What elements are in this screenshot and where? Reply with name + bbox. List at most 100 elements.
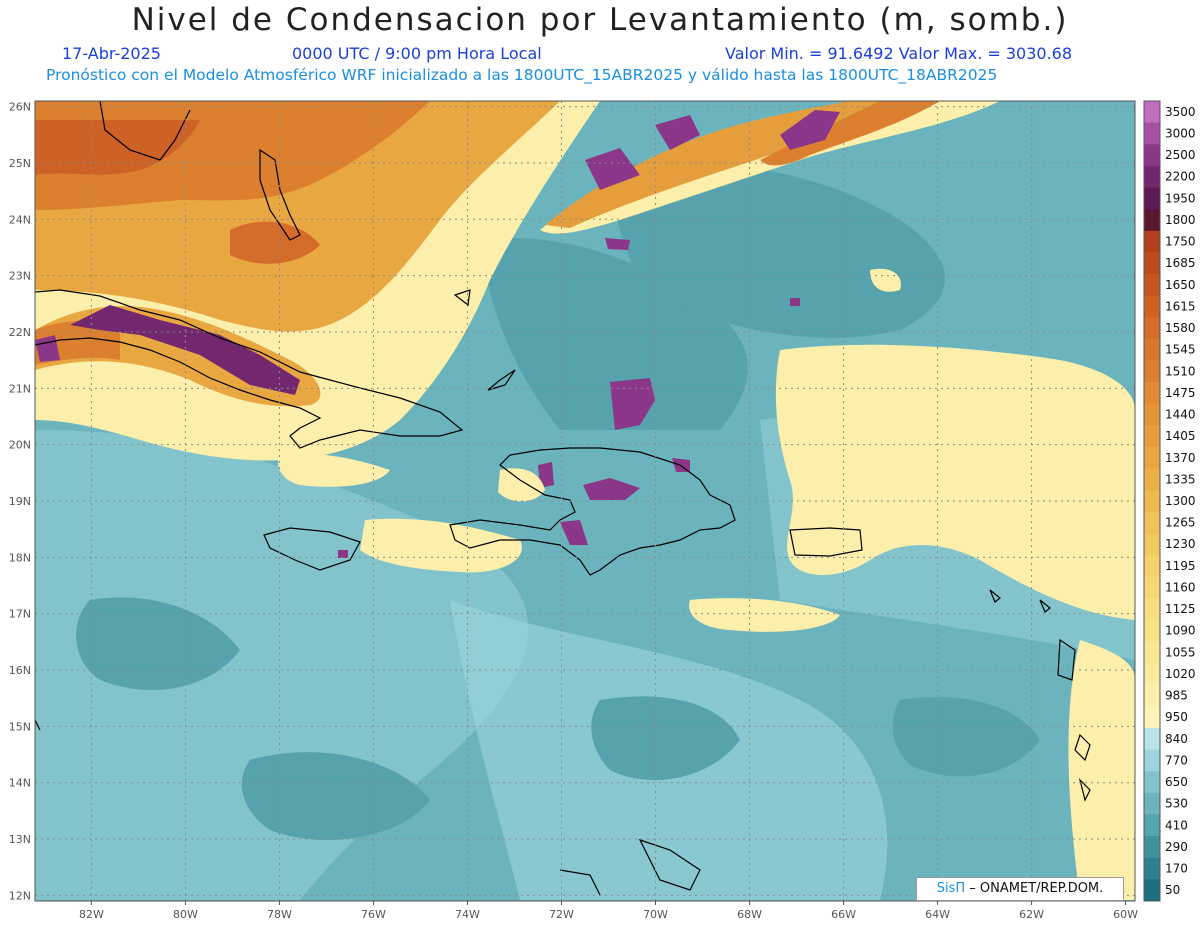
colorbar-swatch xyxy=(1144,598,1160,621)
model-description: Pronóstico con el Modelo Atmosférico WRF… xyxy=(46,66,998,84)
colorbar-label: 650 xyxy=(1165,775,1188,789)
colorbar-swatch xyxy=(1144,425,1160,448)
colorbar-swatch xyxy=(1144,641,1160,664)
colorbar-swatch xyxy=(1144,576,1160,599)
colorbar-label: 290 xyxy=(1165,840,1188,854)
longitude-tick-label: 66W xyxy=(831,908,856,921)
latitude-tick-label: 21N xyxy=(9,382,31,395)
colorbar-swatch xyxy=(1144,101,1160,124)
colorbar-label: 3000 xyxy=(1165,126,1196,140)
coastlines xyxy=(35,101,1091,896)
colorbar-swatch xyxy=(1144,338,1160,361)
colorbar-swatch xyxy=(1144,295,1160,318)
colorbar-swatch xyxy=(1144,792,1160,816)
longitude-tick-label: 82W xyxy=(79,908,104,921)
credit-text: – ONAMET/REP.DOM. xyxy=(969,881,1104,896)
credit-box: SisΠ – ONAMET/REP.DOM. xyxy=(916,877,1124,901)
colorbar-label: 1090 xyxy=(1165,624,1196,638)
colorbar-swatch xyxy=(1144,684,1160,707)
longitude-ticks: 82W 80W 78W 76W 74W 72W 70W 68W 66W 64W 62W 60W xyxy=(79,901,1138,921)
longitude-tick-label: 76W xyxy=(361,908,386,921)
colorbar-swatch xyxy=(1144,706,1160,729)
colorbar-label: 840 xyxy=(1165,732,1188,746)
colorbar-swatch xyxy=(1144,814,1160,837)
map-frame xyxy=(34,100,1136,902)
value-range: Valor Min. = 91.6492 Valor Max. = 3030.6… xyxy=(725,44,1073,63)
colorbar-swatch xyxy=(1144,857,1160,880)
map-title: Nivel de Condensacion por Levantamiento … xyxy=(131,2,1069,38)
colorbar-label: 1370 xyxy=(1165,451,1196,465)
colorbar-swatch xyxy=(1144,187,1160,210)
colorbar-label: 1335 xyxy=(1165,472,1196,486)
colorbar-swatch xyxy=(1144,771,1160,794)
latitude-tick-label: 12N xyxy=(9,889,31,902)
colorbar-label: 2500 xyxy=(1165,148,1196,162)
latitude-tick-label: 20N xyxy=(9,439,31,452)
colorbar-label: 530 xyxy=(1165,797,1188,811)
colorbar-swatch xyxy=(1144,165,1160,188)
colorbar-label: 1475 xyxy=(1165,386,1196,400)
longitude-tick-label: 74W xyxy=(455,908,480,921)
latitude-tick-label: 22N xyxy=(9,326,31,339)
colorbar-label: 1160 xyxy=(1165,580,1196,594)
colorbar-label: 1950 xyxy=(1165,191,1196,205)
colorbar-label: 1265 xyxy=(1165,516,1196,530)
colorbar-label: 1650 xyxy=(1165,278,1196,292)
colorbar-swatch xyxy=(1144,533,1160,556)
colorbar-swatch xyxy=(1144,511,1160,534)
longitude-tick-label: 60W xyxy=(1113,908,1138,921)
latitude-tick-label: 26N xyxy=(9,101,31,114)
colorbar-swatch xyxy=(1144,230,1160,253)
colorbar-label: 985 xyxy=(1165,689,1188,703)
colorbar-swatch xyxy=(1144,749,1160,772)
latitude-ticks: 12N 13N 14N 15N 16N 17N 18N 19N 20N 21N 22N 23N 24N 2… xyxy=(9,101,31,903)
colorbar-label: 1405 xyxy=(1165,429,1196,443)
colorbar-label: 50 xyxy=(1165,883,1180,897)
longitude-tick-label: 70W xyxy=(643,908,668,921)
colorbar-swatch xyxy=(1144,360,1160,383)
colorbar-swatch xyxy=(1144,555,1160,578)
colorbar-swatch xyxy=(1144,468,1160,491)
colorbar-label: 1580 xyxy=(1165,321,1196,335)
colorbar-frame xyxy=(1143,100,1161,902)
colorbar-label: 1230 xyxy=(1165,537,1196,551)
colorbar: 3500 3000 2500 2200 1950 1800 1750 1685 1650 1615… xyxy=(1143,100,1196,902)
colorbar-swatch xyxy=(1144,209,1160,232)
colorbar-label: 1615 xyxy=(1165,299,1196,313)
credit-brand: SisΠ xyxy=(936,881,966,896)
colorbar-label: 3500 xyxy=(1165,105,1196,119)
map-field xyxy=(35,101,1135,901)
colorbar-label: 950 xyxy=(1165,710,1188,724)
colorbar-swatch xyxy=(1144,317,1160,340)
longitude-tick-label: 62W xyxy=(1019,908,1044,921)
colorbar-swatch xyxy=(1144,879,1160,902)
colorbar-label: 1300 xyxy=(1165,494,1196,508)
latitude-tick-label: 23N xyxy=(9,270,31,283)
colorbar-label: 1195 xyxy=(1165,559,1196,573)
colorbar-swatch xyxy=(1144,144,1160,167)
colorbar-swatch xyxy=(1144,663,1160,686)
colorbar-label: 170 xyxy=(1165,862,1188,876)
colorbar-label: 1685 xyxy=(1165,256,1196,270)
colorbar-label: 1510 xyxy=(1165,364,1196,378)
colorbar-swatch xyxy=(1144,446,1160,470)
colorbar-label: 2200 xyxy=(1165,170,1196,184)
colorbar-label: 1800 xyxy=(1165,213,1196,227)
forecast-date: 17-Abr-2025 xyxy=(62,44,161,63)
latitude-tick-label: 13N xyxy=(9,833,31,846)
colorbar-label: 1750 xyxy=(1165,235,1196,249)
colorbar-label: 1545 xyxy=(1165,343,1196,357)
colorbar-swatch xyxy=(1144,252,1160,275)
colorbar-label: 1440 xyxy=(1165,408,1196,422)
forecast-time: 0000 UTC / 9:00 pm Hora Local xyxy=(292,44,542,63)
colorbar-swatch xyxy=(1144,728,1160,751)
longitude-tick-label: 72W xyxy=(549,908,574,921)
colorbar-swatch xyxy=(1144,382,1160,405)
latitude-tick-label: 16N xyxy=(9,664,31,677)
colorbar-swatch xyxy=(1144,273,1160,297)
longitude-tick-label: 78W xyxy=(267,908,292,921)
longitude-tick-label: 64W xyxy=(925,908,950,921)
latitude-tick-label: 15N xyxy=(9,720,31,733)
colorbar-label: 410 xyxy=(1165,818,1188,832)
colorbar-swatch xyxy=(1144,122,1160,145)
